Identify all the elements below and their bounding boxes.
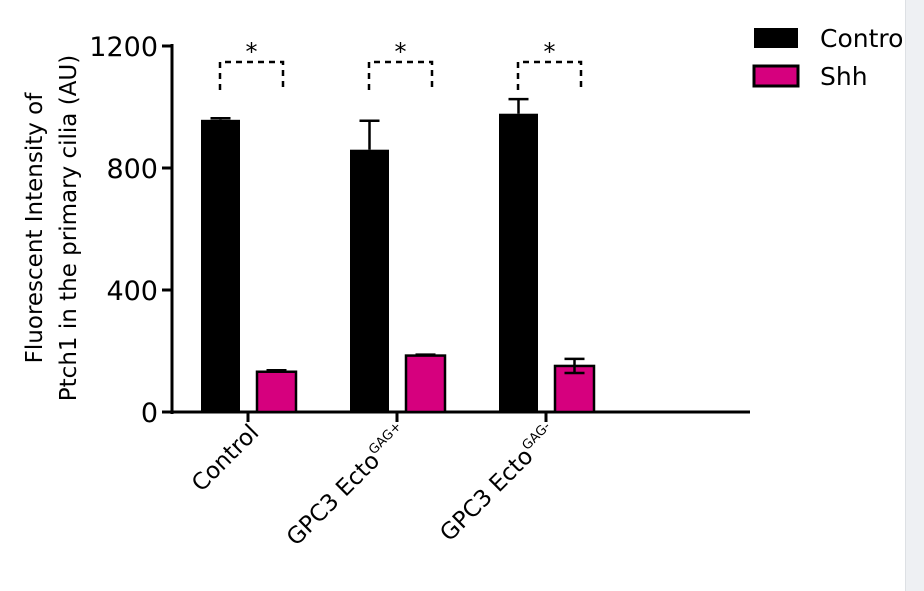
significance-marker: * [395, 38, 407, 66]
x-tick-label: Control [187, 420, 264, 497]
bar-contro [499, 113, 538, 413]
y-axis-label: Fluorescent Intensity of [22, 92, 48, 364]
x-tick-label-base: GPC3 Ecto [435, 444, 538, 547]
significance-marker: * [544, 38, 556, 66]
bar-contro [350, 149, 389, 412]
significance-bracket [516, 60, 583, 90]
y-tick-label: 1200 [89, 32, 158, 63]
legend-swatch-shh [752, 64, 800, 88]
y-tick-label: 800 [106, 154, 158, 185]
x-tick-label: GPC3 EctoGAG- [435, 419, 563, 547]
significance-bracket [218, 60, 285, 90]
x-tick-label-superscript: GAG+ [366, 419, 405, 458]
bar-shh [404, 354, 447, 414]
bar-contro [201, 119, 240, 412]
y-axis-label: Ptch1 in the primary cilia (AU) [56, 55, 82, 401]
legend-label-shh: Shh [820, 62, 868, 91]
significance-marker: * [246, 38, 258, 66]
x-tick-label-base: Control [187, 420, 264, 497]
x-tick-label-superscript: GAG- [519, 419, 554, 454]
significance-bracket [367, 60, 434, 90]
x-tick-label: GPC3 EctoGAG+ [281, 419, 413, 551]
legend-label-contro: Contro [820, 24, 903, 53]
legend-swatch-contro [754, 28, 798, 48]
window-edge [905, 0, 924, 591]
y-tick-label: 0 [141, 398, 158, 429]
bar-shh [255, 370, 298, 414]
x-tick-label-base: GPC3 Ecto [282, 448, 385, 551]
y-tick-label: 400 [106, 276, 158, 307]
